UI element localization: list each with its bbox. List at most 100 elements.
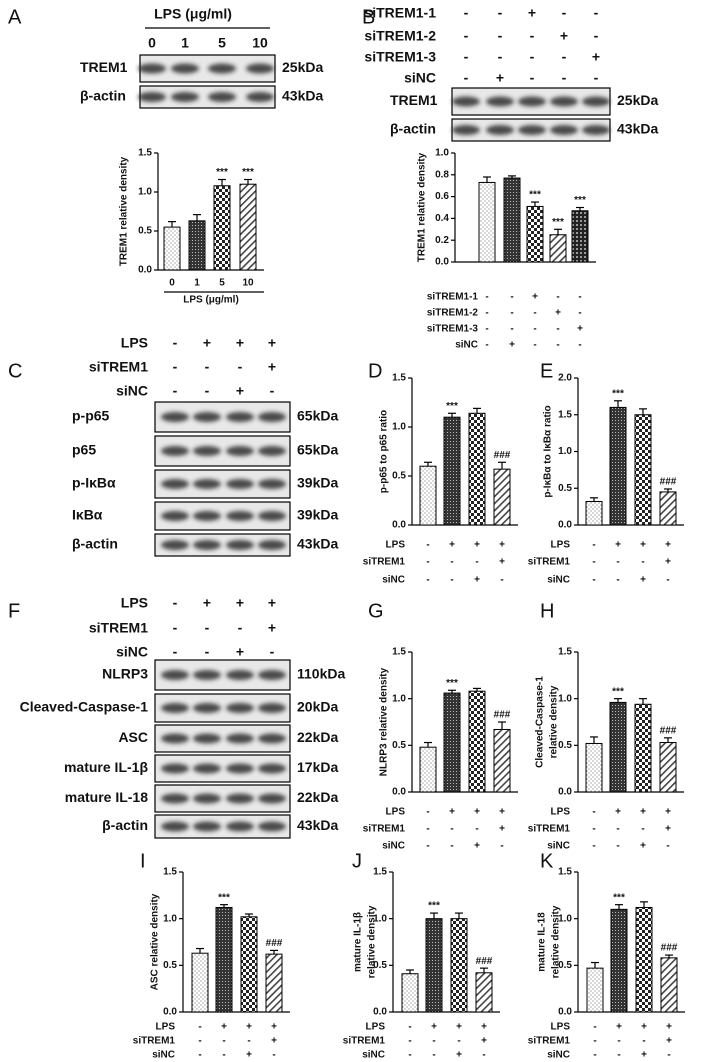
panel-letter: G [368,600,384,622]
condition-sign: + [236,383,244,399]
row-size: 65kDa [297,442,338,458]
panel-letter: B [362,6,375,28]
condition-sign: - [485,340,488,351]
band [226,821,254,832]
y-axis-label: mature IL-18 [537,912,548,972]
condition-label: siNC [382,841,405,852]
blot-header: LPS (μg/ml) [154,6,232,22]
condition-sign: - [198,1036,201,1047]
condition-sign: + [474,575,480,586]
bar [215,906,233,1013]
band [550,125,578,135]
band [582,125,610,135]
condition-label: LPS [156,1022,176,1033]
panel-letter: A [8,6,22,28]
condition-sign: - [533,308,536,319]
condition-label: siTREM1 [363,824,406,835]
condition-sign: - [498,49,503,65]
condition-sign: - [408,1022,411,1033]
panel-letter: J [352,850,362,872]
condition-label: siNC [152,1050,175,1061]
bar [401,973,419,1013]
condition-sign: - [205,620,210,636]
condition-sign: + [268,620,276,636]
bar [585,742,603,793]
condition-sign: + [499,557,505,568]
row-label: β-actin [102,817,148,833]
condition-label: siTREM1 [528,1036,571,1047]
band [226,540,254,550]
y-tick-label: 1.5 [392,373,406,384]
condition-sign: - [616,557,619,568]
condition-label: LPS [551,807,571,818]
x-tick-label: 1 [194,278,200,289]
y-tick-label: 1.0 [558,446,572,457]
row-size: 25kDa [617,92,658,108]
significance: *** [446,678,458,689]
band [258,479,286,489]
band [193,793,221,804]
row-size: 110kDa [297,666,345,682]
condition-sign: - [578,340,581,351]
condition-sign: - [464,49,469,65]
band [161,511,189,521]
bar [419,746,437,793]
row-size: 43kDa [617,121,658,137]
bar [493,468,511,526]
condition-sign: - [205,383,210,399]
row-label: mature IL-18 [65,789,148,805]
band [582,96,610,107]
condition-sign: - [238,620,243,636]
significance: *** [612,686,624,697]
condition-sign: + [271,1022,277,1033]
band [258,511,286,521]
y-tick-label: 0.0 [392,787,406,798]
y-tick-label: 0.5 [392,471,406,482]
lane-label: 10 [252,35,268,51]
band [138,92,166,102]
condition-sign: - [593,1036,596,1047]
y-tick-label: 0.0 [373,1007,387,1018]
band [226,670,254,680]
band [246,92,274,102]
condition-sign: - [464,28,469,44]
band [161,479,189,489]
condition-sign: + [246,1050,252,1061]
y-tick-label: 0.0 [558,520,572,531]
condition-sign: - [533,324,536,335]
row-size: 25kDa [282,59,323,75]
significance: ### [660,726,677,737]
x-tick-label: 10 [242,278,254,289]
condition-sign: + [640,575,646,586]
x-tick-label: 5 [219,278,225,289]
y-tick-label: 0.0 [392,520,406,531]
band [193,511,221,521]
band [246,63,274,74]
condition-sign: - [205,644,210,660]
bar [503,177,521,263]
bar [443,692,461,793]
condition-sign: - [616,824,619,835]
condition-sign: - [408,1036,411,1047]
condition-label: siTREM1-3 [427,324,479,335]
condition-label: LPS [386,540,406,551]
bar [188,220,206,271]
row-label: β-actin [72,536,118,552]
band [452,125,480,135]
row-label: p-IκBα [72,475,116,491]
y-tick-label: 1.5 [392,647,406,658]
condition-label: LPS [366,1022,386,1033]
condition-sign: - [270,383,275,399]
lane-label: 1 [181,35,189,51]
panel-letter: I [140,850,146,872]
row-size: 20kDa [297,699,338,715]
condition-sign: + [236,595,244,611]
condition-sign: - [594,5,599,21]
band [258,763,286,774]
band [161,446,189,456]
row-label: Cleaved-Caspase-1 [20,699,149,715]
condition-sign: - [562,70,567,86]
condition-label: siTREM1-1 [427,292,479,303]
band [171,63,199,74]
condition-sign: - [592,557,595,568]
